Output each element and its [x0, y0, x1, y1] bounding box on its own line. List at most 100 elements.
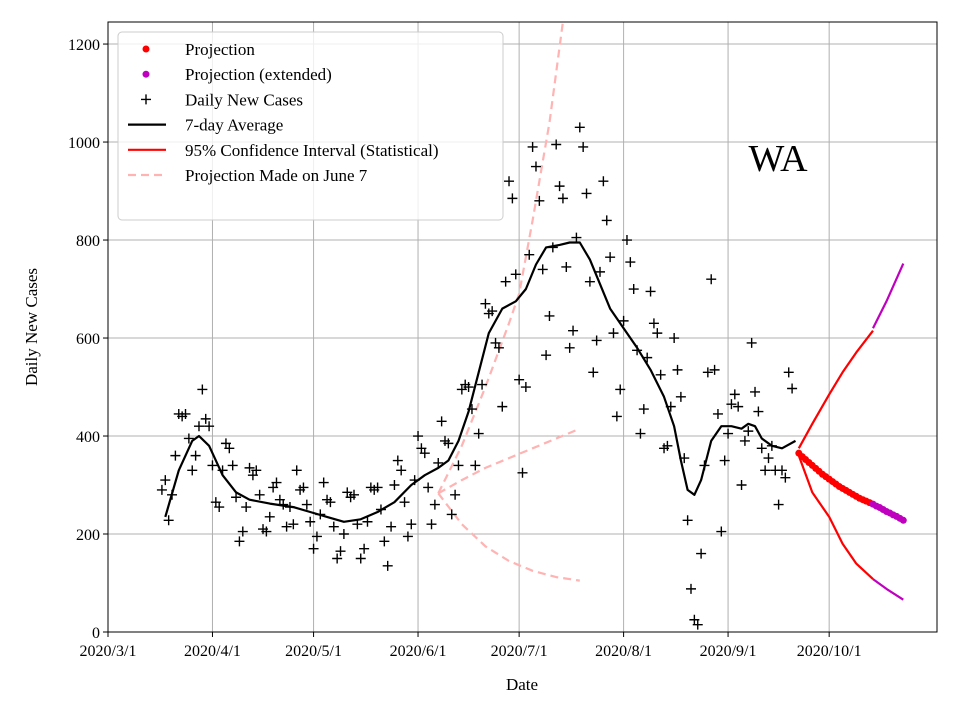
daily-cases-marker	[372, 482, 383, 493]
daily-cases-marker	[497, 401, 508, 412]
daily-cases-marker	[433, 457, 444, 468]
x-tick-label: 2020/3/1	[80, 643, 137, 660]
daily-cases-marker	[527, 141, 538, 152]
daily-cases-marker	[379, 536, 390, 547]
daily-cases-marker	[436, 416, 447, 427]
daily-cases-marker	[662, 440, 673, 451]
daily-cases-marker	[551, 139, 562, 150]
daily-cases-marker	[234, 536, 245, 547]
daily-cases-marker	[712, 408, 723, 419]
seven-day-average-line	[164, 241, 797, 523]
daily-cases-marker	[493, 342, 504, 353]
daily-cases-marker	[605, 252, 616, 263]
june7-projection-upper	[437, 22, 564, 494]
legend-item: Projection Made on June 7	[128, 166, 368, 185]
daily-cases-marker	[500, 276, 511, 287]
daily-cases-marker	[318, 477, 329, 488]
x-tick-label: 2020/4/1	[184, 643, 241, 660]
y-tick-label: 1000	[68, 135, 100, 152]
axis-ticks: 2020/3/1 2020/4/1 2020/5/1 2020/6/1 2020/7/1…	[68, 37, 862, 660]
daily-cases-marker	[534, 195, 545, 206]
daily-cases-marker	[200, 413, 211, 424]
daily-cases-marker	[696, 548, 707, 559]
daily-cases-marker	[652, 328, 663, 339]
daily-cases-marker	[578, 141, 589, 152]
y-tick-label: 200	[76, 527, 100, 544]
daily-cases-marker	[180, 408, 191, 419]
daily-cases-marker	[487, 306, 498, 317]
daily-cases-marker	[244, 462, 255, 473]
legend-item: Projection	[142, 40, 255, 59]
daily-cases-marker	[204, 421, 215, 432]
daily-cases-marker	[227, 460, 238, 471]
daily-cases-marker	[625, 257, 636, 268]
daily-cases-marker	[608, 328, 619, 339]
daily-cases-marker	[156, 484, 167, 495]
daily-cases-marker	[190, 450, 201, 461]
daily-cases-marker	[510, 269, 521, 280]
daily-cases-marker	[682, 515, 693, 526]
daily-cases-marker	[574, 122, 585, 133]
plot-series	[156, 22, 907, 630]
plot-frame	[107, 21, 938, 633]
daily-cases-marker	[584, 276, 595, 287]
daily-cases-marker	[392, 455, 403, 466]
legend-item: 95% Confidence Interval (Statistical)	[128, 141, 439, 160]
daily-cases-marker	[429, 499, 440, 510]
daily-cases-marker	[328, 521, 339, 532]
legend-label: Daily New Cases	[185, 90, 303, 109]
daily-cases-marker	[183, 433, 194, 444]
daily-cases-marker	[359, 543, 370, 554]
daily-cases-marker	[638, 404, 649, 415]
daily-cases-marker	[611, 411, 622, 422]
daily-cases-marker	[450, 489, 461, 500]
legend-dot-icon	[142, 45, 150, 53]
daily-cases-marker	[308, 543, 319, 554]
daily-cases-marker	[281, 521, 292, 532]
daily-cases-marker	[598, 176, 609, 187]
x-tick-label: 2020/9/1	[700, 643, 757, 660]
daily-cases-marker	[783, 367, 794, 378]
daily-cases-marker	[382, 560, 393, 571]
y-tick-label: 400	[76, 429, 100, 446]
daily-cases-marker	[514, 374, 525, 385]
daily-cases-marker	[595, 266, 606, 277]
daily-cases-marker	[224, 443, 235, 454]
daily-cases-marker	[214, 502, 225, 513]
daily-cases-marker	[702, 367, 713, 378]
daily-cases-marker	[298, 482, 309, 493]
daily-cases-marker	[473, 428, 484, 439]
legend-item: Projection (extended)	[142, 65, 332, 84]
legend-item: 7-day Average	[128, 116, 283, 135]
daily-cases-marker	[787, 383, 798, 394]
legend-label: Projection Made on June 7	[185, 166, 368, 185]
daily-cases-marker	[446, 509, 457, 520]
daily-cases-marker	[517, 467, 528, 478]
daily-cases-marker	[544, 310, 555, 321]
legend-label: Projection	[185, 40, 255, 59]
y-tick-label: 1200	[68, 37, 100, 54]
daily-cases-marker	[776, 465, 787, 476]
legend: Projection Projection (extended) Daily New…	[117, 31, 504, 221]
daily-cases-marker	[332, 553, 343, 564]
legend-dot-icon	[142, 70, 150, 78]
daily-cases-marker	[241, 502, 252, 513]
daily-cases-marker	[301, 499, 312, 510]
y-tick-label: 800	[76, 233, 100, 250]
projection-extended-point	[899, 516, 907, 524]
daily-cases-marker	[756, 443, 767, 454]
daily-cases-marker	[406, 519, 417, 530]
daily-cases-marker	[675, 391, 686, 402]
daily-cases-marker	[163, 515, 174, 526]
x-tick-label: 2020/8/1	[595, 643, 652, 660]
y-tick-label: 600	[76, 331, 100, 348]
daily-cases-marker	[645, 286, 656, 297]
daily-cases-marker	[530, 161, 541, 172]
daily-cases-marker	[739, 435, 750, 446]
daily-cases-marker	[426, 519, 437, 530]
daily-cases-marker	[402, 531, 413, 542]
daily-cases-marker	[291, 465, 302, 476]
daily-cases-marker	[780, 472, 791, 483]
daily-cases-marker	[362, 516, 373, 527]
daily-cases-marker	[648, 318, 659, 329]
